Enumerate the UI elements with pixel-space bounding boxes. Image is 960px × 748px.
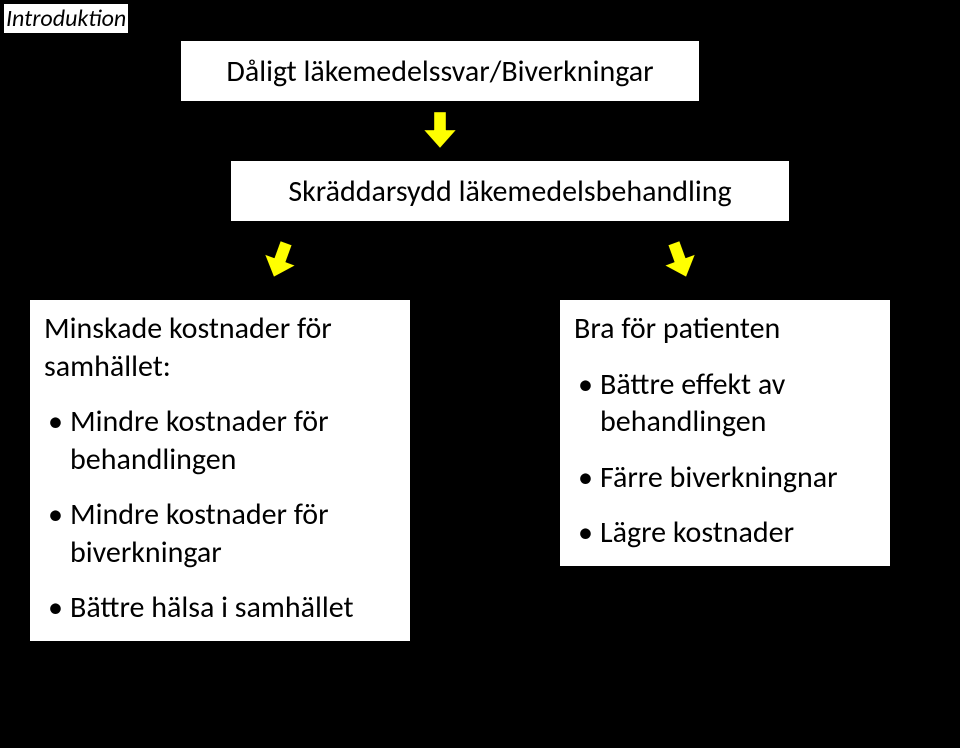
left-column-box: Minskade kostnader för samhället: Mindre… (30, 300, 410, 641)
left-heading: Minskade kostnader för samhället: (44, 310, 396, 385)
right-heading: Bra för patienten (574, 310, 876, 348)
arrow-down-left (254, 234, 305, 285)
right-column-box: Bra för patienten Bättre effekt av behan… (560, 300, 890, 566)
list-item: Bättre effekt av behandlingen (574, 366, 876, 441)
right-bullets: Bättre effekt av behandlingen Färre bive… (574, 366, 876, 552)
list-item: Bättre hälsa i samhället (44, 589, 396, 627)
arrow-down-right (654, 234, 705, 285)
left-bullets: Mindre kostnader för behandlingen Mindre… (44, 403, 396, 627)
list-item: Mindre kostnader för behandlingen (44, 403, 396, 478)
section-label: Introduktion (4, 4, 128, 33)
box-top: Dåligt läkemedelssvar/Biverkningar (180, 40, 700, 102)
list-item: Mindre kostnader för biverkningar (44, 496, 396, 571)
list-item: Färre biverkningnar (574, 459, 876, 497)
box-top-text: Dåligt läkemedelssvar/Biverkningar (226, 53, 653, 90)
list-item: Lägre kostnader (574, 514, 876, 552)
box-mid: Skräddarsydd läkemedelsbehandling (230, 160, 790, 222)
box-mid-text: Skräddarsydd läkemedelsbehandling (288, 173, 731, 210)
arrow-down-1 (420, 110, 460, 150)
